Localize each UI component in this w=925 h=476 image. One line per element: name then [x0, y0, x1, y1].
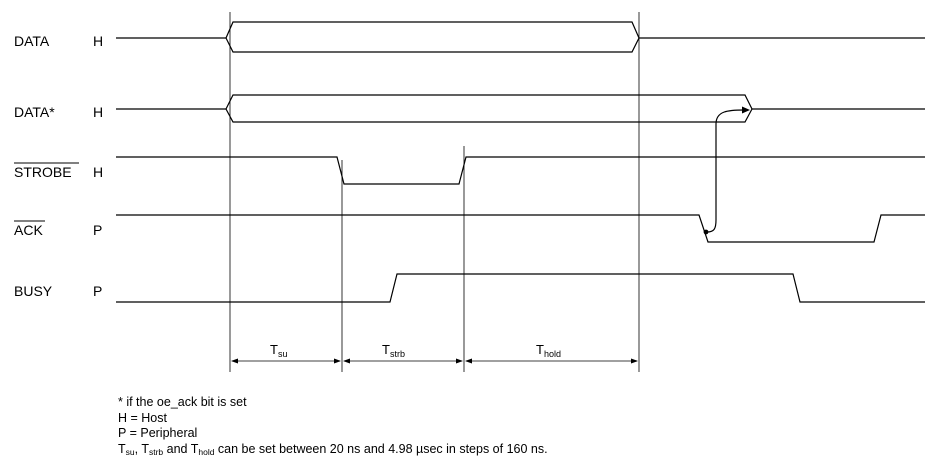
note-timing-range: Tsu, Tstrb and Thold can be set between … — [118, 442, 548, 458]
tsu-arrow-left — [231, 358, 238, 364]
signal-labels: DATA H DATA* H STROBE H ACK P BUSY P — [14, 33, 103, 299]
waveform-ack — [116, 214, 925, 243]
note-timing-text: can be set between 20 ns and 4.98 µsec i… — [214, 441, 548, 456]
note-host: H = Host — [118, 410, 167, 425]
note-sep2: and T — [163, 441, 199, 456]
tstrb-arrow-right — [456, 358, 463, 364]
signal-dir-busy: P — [93, 283, 102, 299]
timing-dimensions: Tsu Tstrb Thold — [231, 342, 638, 364]
legend-notes: * if the oe_ack bit is set H = Host P = … — [118, 395, 548, 457]
waveform-strobe — [116, 156, 925, 185]
tsu-label: Tsu — [270, 342, 287, 359]
signal-dir-data-star: H — [93, 104, 103, 120]
causality-dot — [703, 229, 709, 235]
data-valid-bus — [225, 21, 640, 53]
signal-dir-data: H — [93, 33, 103, 49]
tstrb-arrow-left — [343, 358, 350, 364]
thold-arrow-left — [465, 358, 472, 364]
note-t1: T — [118, 441, 126, 456]
reference-lines — [229, 12, 640, 372]
signal-name-strobe: STROBE — [14, 164, 72, 180]
ack-to-data-star-arrow — [703, 106, 750, 235]
tsu-arrow-right — [334, 358, 341, 364]
note-oe-ack: * if the oe_ack bit is set — [118, 395, 247, 409]
signal-name-ack: ACK — [14, 222, 43, 238]
signal-name-data: DATA — [14, 33, 50, 49]
causality-arrowhead — [742, 106, 750, 114]
note-sub-hold: hold — [198, 446, 215, 457]
note-peripheral: P = Peripheral — [118, 426, 198, 440]
waveform-data — [116, 21, 925, 53]
data-star-valid-bus — [225, 94, 753, 123]
tstrb-label: Tstrb — [382, 342, 405, 359]
thold-label: Thold — [536, 342, 561, 359]
signal-name-data-star: DATA* — [14, 104, 55, 120]
signal-name-busy: BUSY — [14, 283, 53, 299]
note-sub-su: su — [125, 446, 135, 457]
note-sub-strb: strb — [148, 446, 164, 457]
signal-dir-strobe: H — [93, 164, 103, 180]
signal-dir-ack: P — [93, 222, 102, 238]
causality-curve — [706, 109, 745, 233]
thold-arrow-right — [631, 358, 638, 364]
waveform-data-star — [116, 94, 925, 123]
waveform-busy — [116, 273, 925, 303]
note-sep1: , T — [134, 441, 149, 456]
